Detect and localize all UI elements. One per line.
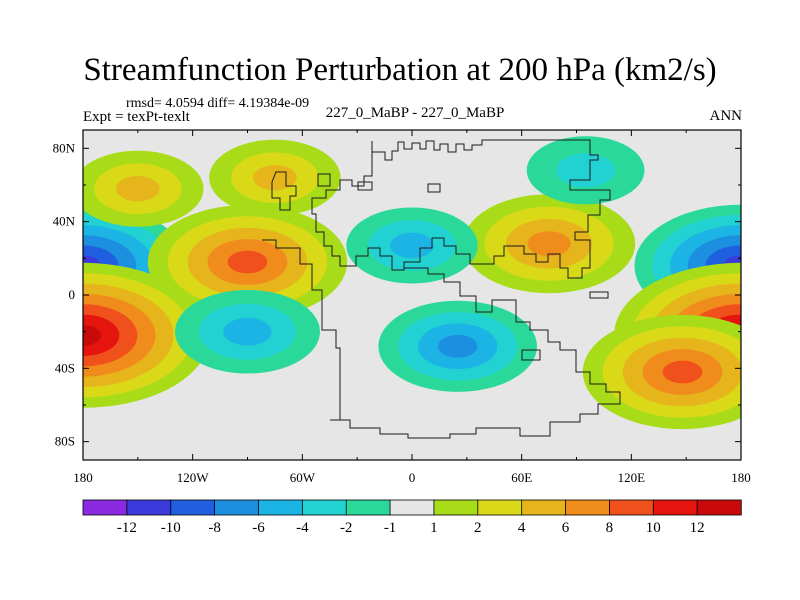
case-label: 227_0_MaBP - 227_0_MaBP bbox=[325, 105, 505, 121]
colorbar-label: 8 bbox=[606, 520, 614, 536]
contour-band-6-4 bbox=[662, 360, 703, 384]
contour-band-12-2 bbox=[390, 232, 434, 259]
contour-band-2-5 bbox=[83, 314, 120, 356]
colorbar-label: -12 bbox=[117, 520, 137, 536]
experiment-label: Expt = texPt-texlt bbox=[83, 109, 190, 125]
y-tick-label: 0 bbox=[69, 287, 76, 302]
x-tick-label: 120E bbox=[618, 470, 646, 485]
colorbar-swatch bbox=[477, 499, 523, 516]
colorbar-swatch bbox=[389, 499, 435, 516]
colorbar-label: 10 bbox=[646, 520, 661, 536]
y-tick-label: 80S bbox=[55, 434, 75, 449]
y-tick-label: 40S bbox=[55, 360, 75, 375]
x-axis: 180 120W 60W 0 60E 120E 180 bbox=[73, 130, 751, 485]
colorbar-label: -4 bbox=[296, 520, 309, 536]
colorbar-swatch bbox=[214, 499, 260, 516]
coastline-outline bbox=[262, 139, 621, 439]
contour-band-9-3 bbox=[437, 334, 478, 358]
x-tick-label: 60W bbox=[290, 470, 316, 485]
colorbar-swatch bbox=[652, 499, 698, 516]
contour-band-11-1 bbox=[556, 153, 616, 188]
stats-label: rmsd= 4.0594 diff= 4.19384e-09 bbox=[126, 96, 310, 111]
colorbar-swatch bbox=[609, 499, 654, 516]
colorbar-label: -6 bbox=[252, 520, 265, 536]
season-label: ANN bbox=[709, 108, 743, 124]
contour-field bbox=[83, 136, 741, 430]
y-tick-label: 40N bbox=[53, 214, 76, 229]
colorbar-swatch bbox=[258, 499, 304, 516]
colorbar: -12 -10 -8 -6 -4 -2 -1 1 2 4 6 8 10 12 bbox=[82, 499, 742, 536]
chart-title: Streamfunction Perturbation at 200 hPa (… bbox=[83, 52, 717, 88]
colorbar-label: 1 bbox=[430, 520, 438, 536]
colorbar-swatch bbox=[345, 499, 391, 516]
colorbar-label: 4 bbox=[518, 520, 526, 536]
x-tick-label: 120W bbox=[177, 470, 210, 485]
colorbar-swatch bbox=[82, 499, 128, 516]
colorbar-label: 12 bbox=[690, 520, 705, 536]
colorbar-label: -8 bbox=[208, 520, 221, 536]
colorbar-label: -10 bbox=[161, 520, 181, 536]
contour-band-8-2 bbox=[253, 165, 297, 191]
x-tick-label: 180 bbox=[73, 470, 93, 485]
contour-band-7-2 bbox=[115, 176, 160, 202]
colorbar-label: -2 bbox=[340, 520, 353, 536]
contour-band-2-6 bbox=[83, 324, 102, 346]
colorbar-label: 6 bbox=[562, 520, 570, 536]
colorbar-swatch bbox=[521, 499, 567, 516]
contour-band-5-3 bbox=[527, 231, 571, 257]
contour-band-4-4 bbox=[227, 250, 268, 274]
x-tick-label: 0 bbox=[409, 470, 416, 485]
colorbar-swatch bbox=[565, 499, 611, 516]
x-tick-label: 60E bbox=[511, 470, 532, 485]
colorbar-label: 2 bbox=[474, 520, 482, 536]
colorbar-swatch bbox=[696, 499, 742, 516]
colorbar-label: -1 bbox=[384, 520, 397, 536]
x-tick-label: 180 bbox=[731, 470, 751, 485]
colorbar-swatch bbox=[433, 499, 479, 516]
y-tick-label: 80N bbox=[53, 140, 76, 155]
y-axis: 80N 40N 0 40S 80S bbox=[53, 140, 741, 449]
colorbar-swatch bbox=[126, 499, 172, 516]
colorbar-swatch bbox=[170, 499, 216, 516]
colorbar-swatch bbox=[301, 499, 347, 516]
contour-band-10-2 bbox=[223, 317, 272, 346]
